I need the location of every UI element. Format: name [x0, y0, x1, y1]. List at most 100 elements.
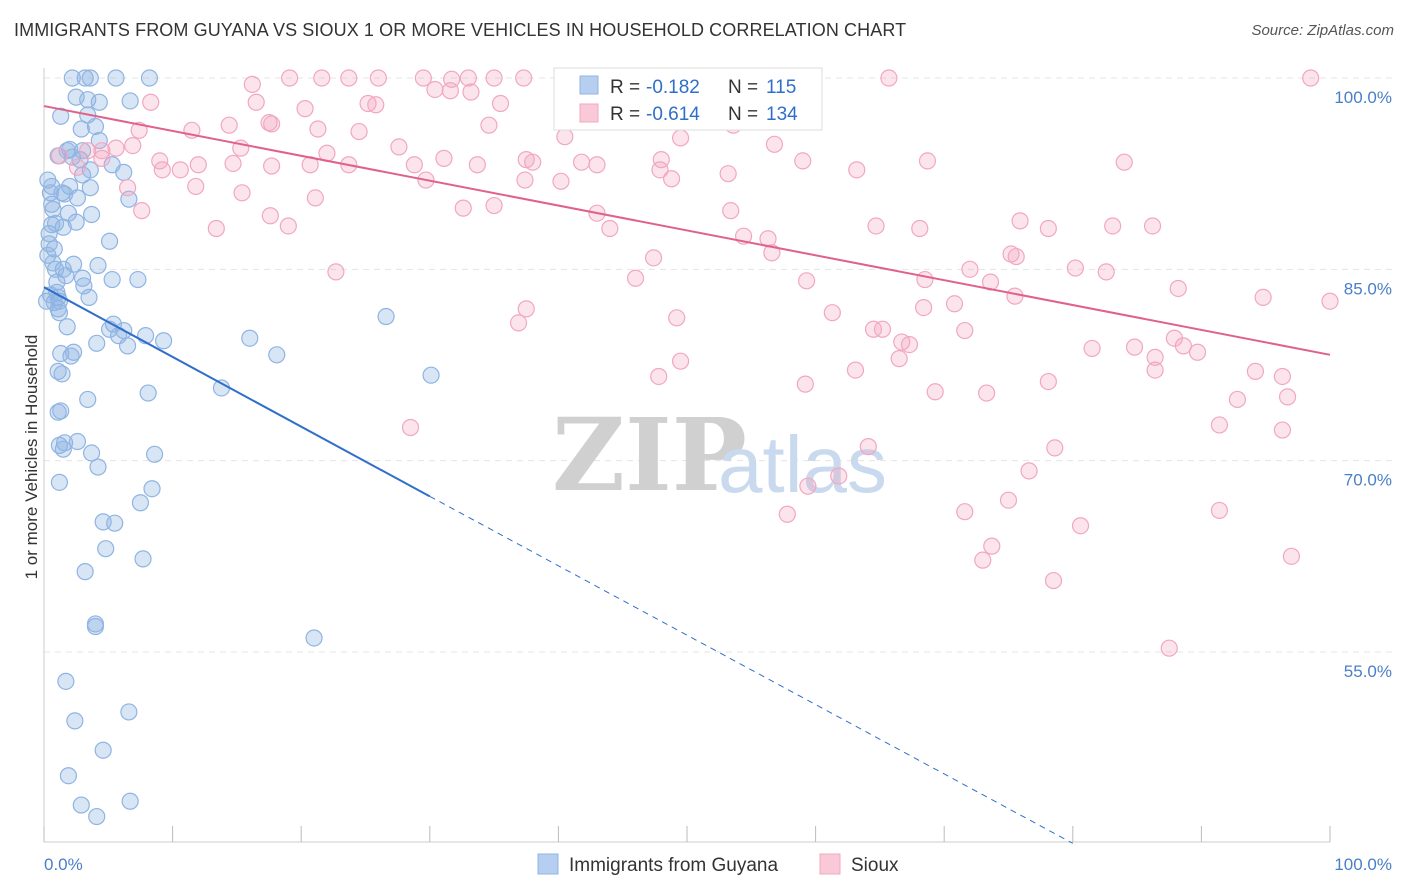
sioux-point-136	[1278, 388, 1297, 406]
sioux-point-96	[1066, 259, 1084, 277]
sioux-point-126	[846, 361, 865, 379]
stats-swatch-guyana	[579, 75, 599, 95]
sioux-point-18	[142, 93, 160, 111]
sioux-point-91	[763, 244, 781, 262]
guyana-point-114	[81, 161, 99, 179]
guyana-point-39	[82, 205, 101, 224]
sioux-point-101	[797, 272, 816, 290]
y-tick-label-3: 100.0%	[1334, 88, 1392, 107]
sioux-point-146	[956, 503, 974, 521]
sioux-point-30	[130, 121, 148, 139]
guyana-point-23	[86, 117, 105, 136]
sioux-point-97	[1097, 263, 1115, 281]
sioux-point-108	[945, 295, 964, 313]
guyana-point-106	[43, 177, 61, 196]
sioux-point-33	[124, 137, 142, 155]
sioux-point-82	[1039, 219, 1057, 238]
sioux-point-117	[900, 335, 919, 354]
grid-lines	[44, 77, 1392, 653]
guyana-point-85	[131, 494, 150, 512]
sioux-point-75	[454, 199, 472, 217]
sioux-point-123	[1188, 343, 1207, 361]
sioux-point-27	[309, 120, 327, 138]
legend-swatch-guyana	[537, 853, 559, 875]
guyana-trend-line	[43, 286, 431, 498]
guyana-point-22	[72, 120, 90, 138]
sioux-point-133	[926, 383, 944, 401]
sioux-point-132	[650, 367, 668, 386]
stats-n-value-sioux: 134	[766, 104, 798, 125]
sioux-point-14	[441, 82, 459, 100]
guyana-point-94	[57, 672, 75, 690]
stats-n-label-sioux: N =	[728, 104, 758, 125]
sioux-point-47	[572, 153, 591, 171]
sioux-point-129	[1273, 367, 1292, 386]
sioux-point-85	[1011, 212, 1029, 230]
sioux-point-8	[485, 69, 503, 87]
sioux-point-44	[435, 149, 453, 167]
sioux-point-121	[1125, 338, 1144, 356]
guyana-point-19	[121, 92, 139, 110]
legend-swatch-sioux	[819, 853, 841, 875]
guyana-point-103	[377, 307, 395, 326]
guyana-point-109	[46, 214, 65, 233]
sioux-point-104	[1254, 288, 1272, 306]
guyana-point-33	[81, 179, 99, 197]
sioux-point-62	[848, 161, 866, 179]
guyana-point-76	[68, 432, 87, 451]
guyana-point-67	[52, 344, 70, 363]
sioux-point-52	[189, 156, 207, 174]
y-tick-labels: 55.0% 70.0% 85.0% 100.0%	[1334, 88, 1392, 681]
guyana-point-30	[115, 163, 133, 181]
sioux-point-106	[1006, 287, 1024, 305]
trend-lines	[43, 105, 1331, 844]
sioux-point-59	[588, 156, 606, 174]
sioux-point-102	[916, 270, 934, 289]
guyana-point-96	[120, 703, 138, 721]
sioux-point-128	[1246, 362, 1265, 380]
guyana-point-63	[118, 337, 137, 355]
sioux-point-77	[279, 217, 297, 235]
sioux-point-144	[1020, 462, 1038, 480]
sioux-point-105	[1321, 292, 1339, 310]
sioux-point-19	[296, 100, 314, 118]
sioux-point-78	[207, 219, 225, 238]
guyana-point-72	[139, 384, 157, 402]
guyana-point-107	[55, 185, 74, 203]
sioux-point-124	[890, 350, 908, 368]
sioux-point-74	[306, 189, 324, 207]
sioux-point-54	[263, 157, 281, 175]
sioux-point-0	[243, 75, 261, 93]
sioux-point-36	[765, 135, 784, 153]
guyana-point-90	[76, 563, 94, 581]
sioux-point-76	[261, 207, 279, 225]
guyana-point-92	[86, 617, 105, 636]
sioux-point-148	[778, 505, 796, 523]
y-tick-label-1: 70.0%	[1344, 471, 1392, 490]
sioux-point-31	[556, 128, 574, 146]
sioux-point-46	[524, 153, 542, 171]
sioux-point-51	[918, 152, 937, 170]
sioux-point-107	[915, 299, 933, 317]
chart-title: IMMIGRANTS FROM GUYANA VS SIOUX 1 OR MOR…	[14, 20, 907, 40]
guyana-point-102	[422, 366, 440, 384]
sioux-point-25	[480, 116, 498, 134]
sioux-point-111	[823, 304, 841, 322]
sioux-point-73	[485, 196, 503, 215]
guyana-point-61	[154, 332, 173, 350]
sioux-point-58	[468, 156, 486, 174]
sioux-point-81	[911, 219, 929, 238]
sioux-point-21	[491, 94, 510, 113]
guyana-point-40	[67, 213, 85, 231]
sioux-point-114	[864, 320, 883, 338]
x-tick-labels: 0.0% 100.0%	[44, 855, 1392, 874]
guyana-point-99	[72, 796, 90, 814]
stats-legend: R = -0.182 N = 115 R = -0.614 N = 134	[553, 67, 823, 131]
bottom-legend: Immigrants from Guyana Sioux	[537, 853, 899, 876]
sioux-point-127	[1146, 361, 1164, 379]
guyana-point-80	[82, 444, 101, 462]
sioux-point-79	[601, 219, 619, 238]
guyana-point-12	[76, 69, 94, 87]
sioux-point-150	[1071, 517, 1090, 535]
sioux-point-113	[873, 320, 892, 338]
